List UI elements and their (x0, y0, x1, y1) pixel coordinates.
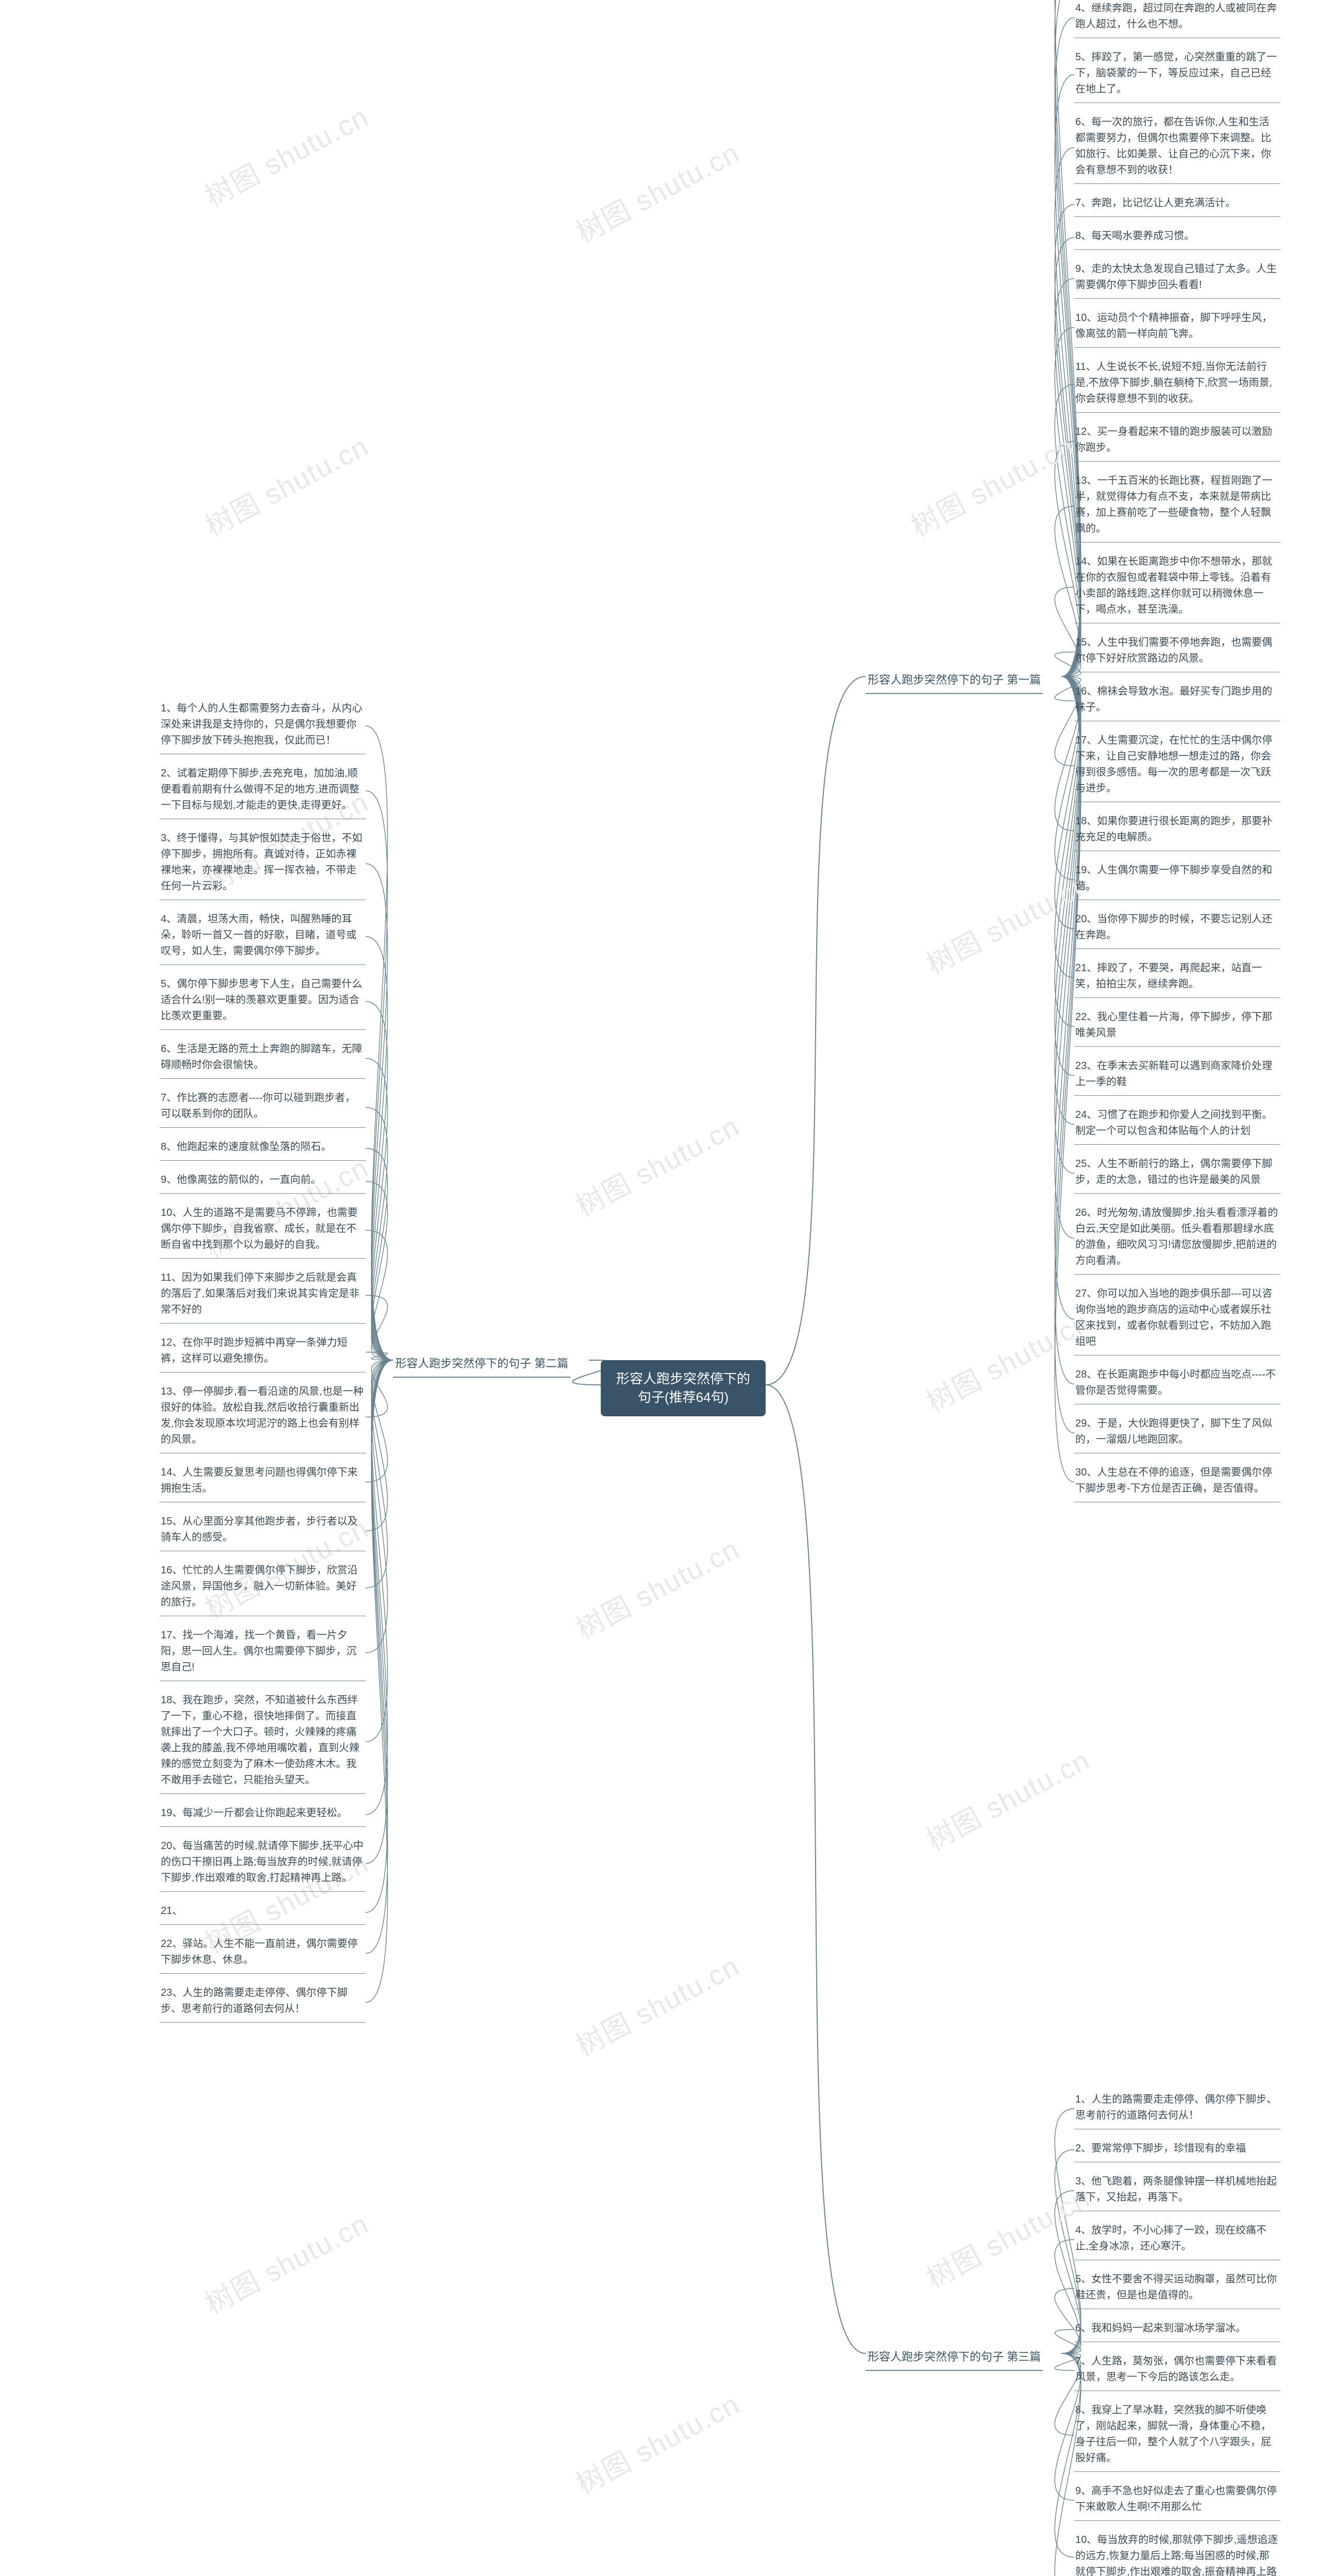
leaf-node: 18、如果你要进行很长距离的跑步，那要补充充足的电解质。 (1074, 810, 1280, 851)
leaf-node: 19、人生偶尔需要一停下脚步享受自然的和谐。 (1074, 859, 1280, 900)
leaf-node: 13、停一停脚步,看一看沿途的风景,也是一种很好的体验。放松自我,然后收拾行囊重… (160, 1381, 366, 1453)
leaf-node: 7、人生路，莫匆张，偶尔也需要停下来看看风景，思考一下今后的路该怎么走。 (1074, 2350, 1280, 2391)
leaf-node: 5、摔跤了，第一感觉，心突然重重的跳了一下，脑袋蒙的一下，等反应过来，自己已经在… (1074, 46, 1280, 103)
leaf-node: 11、因为如果我们停下来脚步之后就是会真的落后了,如果落后对我们来说其实肯定是非… (160, 1267, 366, 1324)
leaf-node: 21、摔跤了，不要哭，再爬起来，站直一笑，拍拍尘灰，继续奔跑。 (1074, 957, 1280, 998)
leaf-node: 8、每天喝水要养成习惯。 (1074, 225, 1280, 250)
leaf-node: 15、从心里面分享其他跑步者，步行者以及骑车人的感受。 (160, 1511, 366, 1551)
leaf-node: 16、棉袜会导致水泡。最好买专门跑步用的袜子。 (1074, 681, 1280, 721)
leaf-node: 24、习惯了在跑步和你爱人之间找到平衡。制定一个可以包含和体贴每个人的计划 (1074, 1104, 1280, 1145)
leaf-node: 9、高手不急也好似走去了重心也需要偶尔停下来敢歌人生啊!不用那么忙 (1074, 2480, 1280, 2521)
leaf-node: 20、当你停下脚步的时候，不要忘记别人还在奔跑。 (1074, 908, 1280, 949)
leaf-node: 2、试着定期停下脚步,去充充电，加加油,顺便看看前期有什么做得不足的地方,进而调… (160, 762, 366, 819)
leaf-node: 18、我在跑步，突然，不知道被什么东西绊了一下，重心不稳，很快地摔倒了。而接直就… (160, 1689, 366, 1794)
leaf-node: 17、人生需要沉淀，在忙忙的生活中偶尔停下来，让自己安静地想一想走过的路，你会得… (1074, 730, 1280, 802)
leaf-node: 17、找一个海滩，找一个黄昏，看一片夕阳，思一回人生。偶尔也需要停下脚步，沉思自… (160, 1624, 366, 1681)
leaf-node: 28、在长距离跑步中每小时都应当吃点----不管你是否觉得需要。 (1074, 1364, 1280, 1404)
leaf-node: 26、时光匆匆,请放慢脚步,抬头看看漂浮着的白云,天空是如此美丽。低头看看那碧绿… (1074, 1202, 1280, 1275)
leaf-node: 2、要常常停下脚步，珍惜现有的幸福 (1074, 2138, 1280, 2162)
leaf-node: 6、我和妈妈一起来到溜冰场学溜冰。 (1074, 2317, 1280, 2342)
leaf-node: 27、你可以加入当地的跑步俱乐部---可以咨询你当地的跑步商店的运动中心或者娱乐… (1074, 1283, 1280, 1355)
leaf-node: 9、他像离弦的箭似的，一直向前。 (160, 1169, 366, 1194)
leaf-node: 9、走的太快太急发现自己错过了太多。人生需要偶尔停下脚步回头看看! (1074, 258, 1280, 299)
leaf-node: 13、一千五百米的长跑比赛，程哲刚跑了一半，就觉得体力有点不支，本来就是带病比赛… (1074, 470, 1280, 543)
leaf-node: 12、买一身看起来不错的跑步服装可以激励你跑步。 (1074, 421, 1280, 462)
leaf-node: 6、每一次的旅行，都在告诉你,人生和生活都需要努力，但偶尔也需要停下来调整。比如… (1074, 111, 1280, 184)
leaf-node: 5、女性不要舍不得买运动胸罩，虽然可比你鞋还贵，但是也是值得的。 (1074, 2268, 1280, 2309)
branch-node-3: 形容人跑步突然停下的句子 第三篇 (866, 2344, 1043, 2371)
leaf-node: 1、每个人的人生都需要努力去奋斗，从内心深处来讲我是支持你的，只是偶尔我想要你停… (160, 698, 366, 754)
leaf-node: 4、继续奔跑，超过同在奔跑的人或被同在奔跑人超过，什么也不想。 (1074, 0, 1280, 38)
branch-node-2: 形容人跑步突然停下的句子 第二篇 (393, 1351, 570, 1378)
leaf-node: 7、奔跑，比记忆让人更充满活计。 (1074, 192, 1280, 217)
leaf-node: 29、于是，大伙跑得更快了，脚下生了风似的，一溜烟儿地跑回家。 (1074, 1413, 1280, 1453)
leaf-node: 22、驿站。人生不能一直前进，偶尔需要停下脚步休息、休息。 (160, 1933, 366, 1974)
leaf-node: 10、人生的道路不是需要马不停蹄，也需要偶尔停下脚步，自我省察、成长，就是在不断… (160, 1202, 366, 1259)
leaf-node: 11、人生说长不长,说短不短,当你无法前行是,不放停下脚步,躺在躺椅下,欣赏一场… (1074, 356, 1280, 413)
leaf-node: 30、人生总在不停的追逐，但是需要偶尔停下脚步思考-下方位是否正确，是否值得。 (1074, 1462, 1280, 1502)
center-node: 形容人跑步突然停下的句子(推荐64句) (601, 1360, 766, 1416)
leaf-node: 1、人生的路需要走走停停、偶尔停下脚步、思考前行的道路何去何从！ (1074, 2089, 1280, 2129)
leaf-node: 25、人生不断前行的路上，偶尔需要停下脚步，走的太急，错过的也许是最美的风景 (1074, 1153, 1280, 1194)
leaf-node: 23、人生的路需要走走停停、偶尔停下脚步、思考前行的道路何去何从！ (160, 1982, 366, 2023)
leaf-node: 8、他跑起来的速度就像坠落的陨石。 (160, 1136, 366, 1161)
leaf-node: 23、在季末去买新鞋可以遇到商家降价处理上一季的鞋 (1074, 1055, 1280, 1096)
leaf-node: 22、我心里住着一片海，停下脚步，停下那唯美风景 (1074, 1006, 1280, 1047)
leaf-node: 4、清晨，坦荡大雨，畅快，叫醒熟睡的耳朵，聆听一首又一首的好歌，目睹，道号或叹号… (160, 908, 366, 965)
leaf-node: 3、他飞跑着，两条腿像钟摆一样机械地抬起落下，又抬起，再落下。 (1074, 2171, 1280, 2211)
leaf-node: 15、人生中我们需要不停地奔跑，也需要偶尔停下好好欣赏路边的风景。 (1074, 632, 1280, 672)
leaf-node: 5、偶尔停下脚步思考下人生，自己需要什么适合什么!别一味的羡慕欢更重要。因为适合… (160, 973, 366, 1030)
leaf-node: 6、生活是无路的荒土上奔跑的脚踏车，无障碍顺畅时你会很愉快。 (160, 1038, 366, 1079)
branch-node-1: 形容人跑步突然停下的句子 第一篇 (866, 667, 1043, 694)
leaf-node: 8、我穿上了旱冰鞋，突然我的脚不听使唤了，刚站起来，脚就一滑，身体重心不稳，身子… (1074, 2399, 1280, 2472)
leaf-node: 12、在你平时跑步短裤中再穿一条弹力短裤，这样可以避免擦伤。 (160, 1332, 366, 1372)
leaf-node: 14、人生需要反复思考问题也得偶尔停下来拥抱生活。 (160, 1462, 366, 1502)
leaf-node: 10、运动员个个精神振奋，脚下呼呼生风，像离弦的箭一样向前飞奔。 (1074, 307, 1280, 348)
leaf-node: 4、放学时，不小心摔了一跤，现在绞痛不止,全身冰凉，还心寒汗。 (1074, 2219, 1280, 2260)
leaf-node: 3、终于懂得，与其妒恨如焚走于俗世，不如停下脚步，拥抱所有。真诚对待，正如赤裸裸… (160, 827, 366, 900)
leaf-node: 19、每减少一斤都会让你跑起来更轻松。 (160, 1802, 366, 1827)
leaf-node: 7、作比赛的志愿者----你可以碰到跑步者，可以联系到你的团队。 (160, 1087, 366, 1128)
leaf-node: 20、每当痛苦的时候,就请停下脚步,抚平心中的伤口干擦旧再上路;每当放弃的时候,… (160, 1835, 366, 1892)
leaf-node: 21、 (160, 1900, 366, 1925)
leaf-node: 14、如果在长距离跑步中你不想带水，那就在你的衣服包或者鞋袋中带上零钱。沿着有小… (1074, 551, 1280, 623)
leaf-node: 16、忙忙的人生需要偶尔停下脚步，欣赏沿途风景，异国他乡，融入一切新体验。美好的… (160, 1560, 366, 1616)
leaf-node: 10、每当放弃的时候,那就停下脚步,遥想追逐的远方,恢复力量后上路;每当困惑的时… (1074, 2529, 1280, 2576)
